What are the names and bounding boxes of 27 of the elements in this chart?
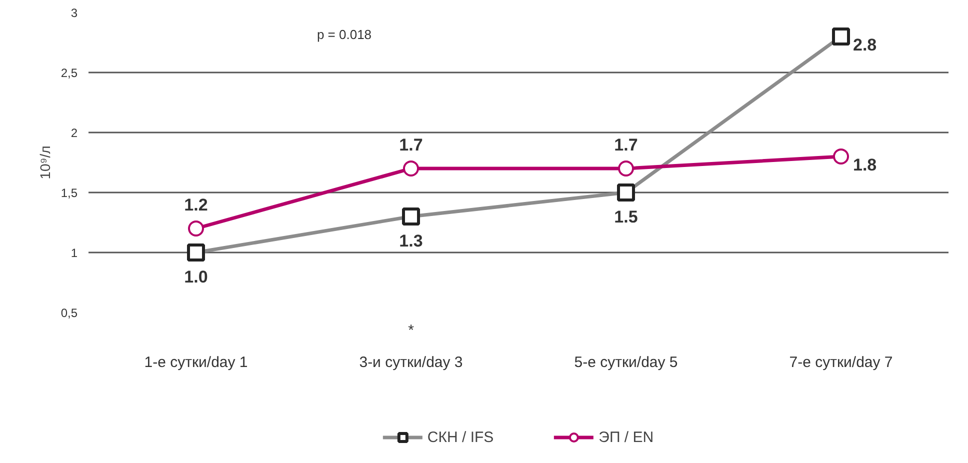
point [403,160,419,176]
data-label: 1.8 [853,156,877,174]
x-tick-label: 1-е сутки/day 1 [144,354,248,371]
legend-label: ЭП / EN [598,428,654,446]
data-label: 2.8 [853,36,877,54]
y-axis-title: 10⁹/л [36,146,53,180]
x-tick-label: 5-е сутки/day 5 [574,354,678,371]
data-label: 1.7 [399,136,423,154]
y-tick-label: 2,5 [60,66,78,80]
data-label: 1.2 [184,196,208,214]
legend-label: СКН / IFS [427,428,494,446]
text: * [408,322,414,339]
annotation: p = 0.018 [316,27,372,42]
y-tick-label: 0,5 [60,306,78,320]
y-tick-label: 2 [70,126,78,140]
y-tick-label: 3 [70,6,78,20]
data-label: 1.7 [614,136,638,154]
data-label: 1.3 [399,232,423,250]
point [833,148,849,164]
data-label: 1.0 [184,268,208,286]
x-tick-label: 7-е сутки/day 7 [789,354,893,371]
data-label: 1.5 [614,208,638,226]
y-tick-label: 1,5 [60,186,78,200]
y-tick-label: 1 [70,246,78,260]
point [188,220,204,236]
x-tick-label: 3-и сутки/day 3 [359,354,463,371]
point [618,160,634,176]
